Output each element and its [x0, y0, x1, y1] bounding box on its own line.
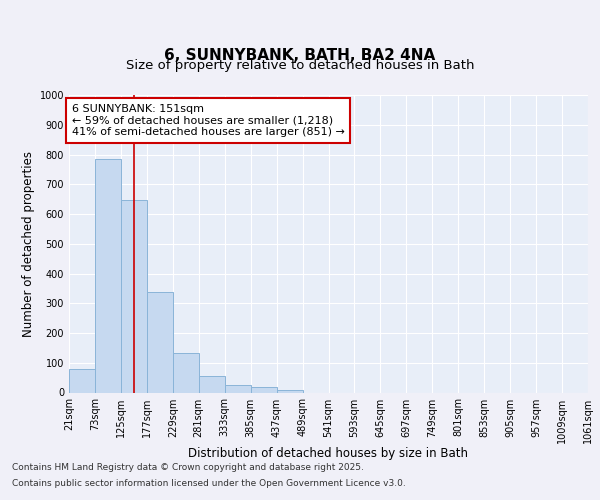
Bar — [251, 388, 277, 392]
Bar — [277, 390, 302, 392]
Bar — [173, 353, 199, 393]
Bar — [147, 292, 173, 392]
Bar — [199, 376, 224, 392]
Text: Size of property relative to detached houses in Bath: Size of property relative to detached ho… — [126, 60, 474, 72]
Text: 6, SUNNYBANK, BATH, BA2 4NA: 6, SUNNYBANK, BATH, BA2 4NA — [164, 48, 436, 62]
X-axis label: Distribution of detached houses by size in Bath: Distribution of detached houses by size … — [188, 447, 469, 460]
Bar — [121, 200, 147, 392]
Text: Contains public sector information licensed under the Open Government Licence v3: Contains public sector information licen… — [12, 478, 406, 488]
Y-axis label: Number of detached properties: Number of detached properties — [22, 151, 35, 337]
Bar — [225, 385, 251, 392]
Text: Contains HM Land Registry data © Crown copyright and database right 2025.: Contains HM Land Registry data © Crown c… — [12, 464, 364, 472]
Bar — [95, 159, 121, 392]
Text: 6 SUNNYBANK: 151sqm
← 59% of detached houses are smaller (1,218)
41% of semi-det: 6 SUNNYBANK: 151sqm ← 59% of detached ho… — [71, 104, 344, 137]
Bar — [69, 368, 95, 392]
